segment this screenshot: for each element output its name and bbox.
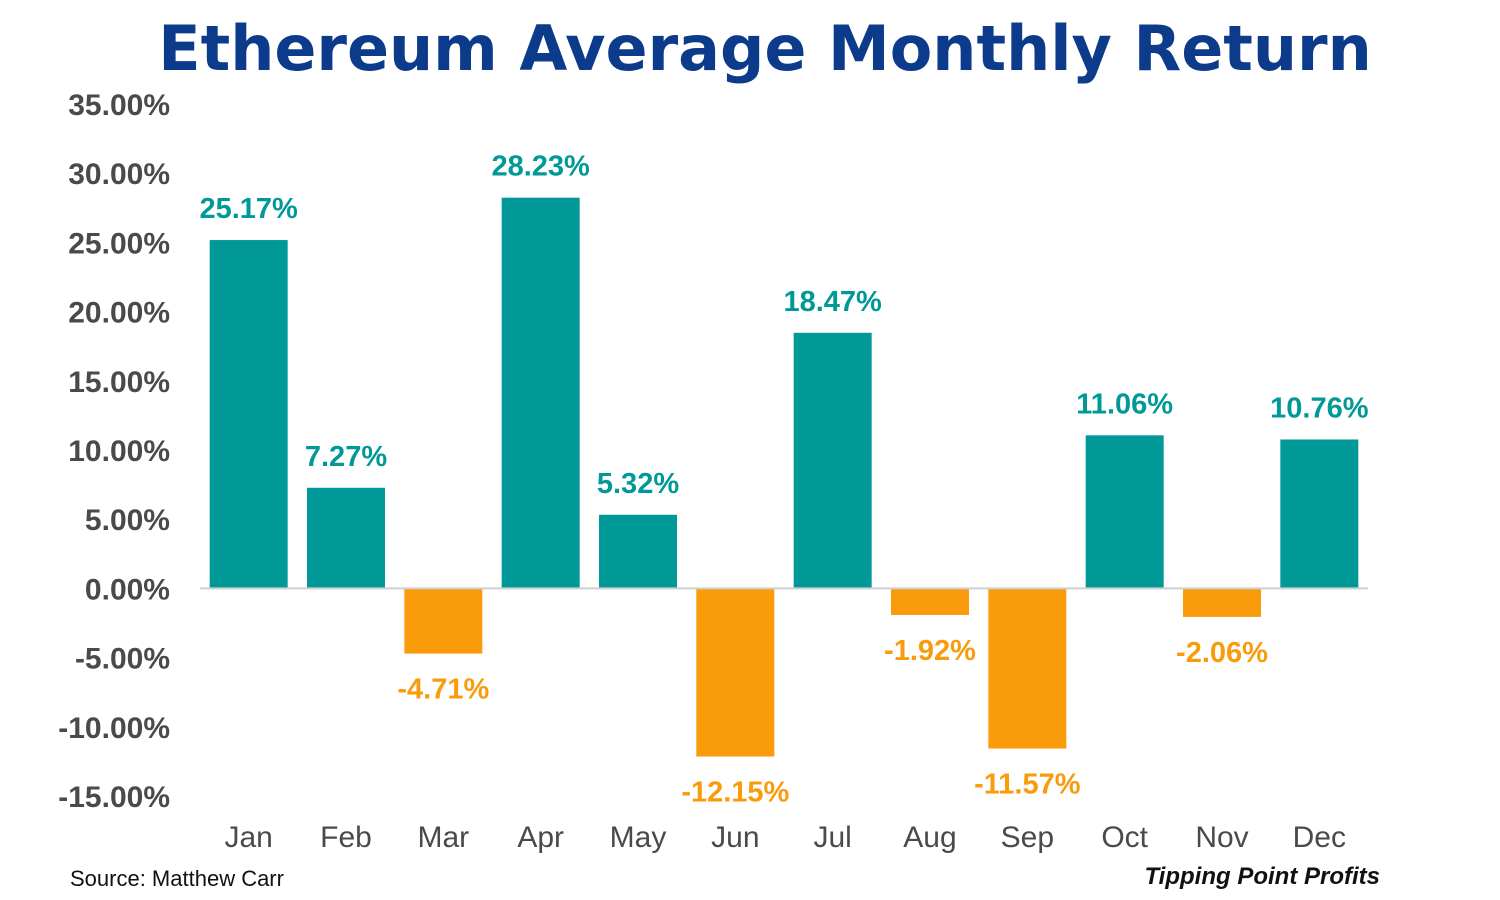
- x-tick-label: Oct: [1101, 821, 1148, 854]
- x-tick-label: Nov: [1195, 821, 1248, 854]
- x-tick-label: Jan: [224, 821, 272, 854]
- data-label: -1.92%: [884, 635, 976, 667]
- x-tick-label: Mar: [417, 821, 469, 854]
- data-label: 18.47%: [783, 286, 882, 318]
- source-note: Source: Matthew Carr: [70, 866, 284, 891]
- x-axis: Jan Feb Mar Apr May Jun Jul Aug Sep Oct Nov Dec: [224, 821, 1346, 854]
- y-axis: 35.00% 30.00% 25.00% 20.00% 15.00% 10.00% 5.00…: [58, 89, 170, 814]
- data-label: -4.71%: [397, 674, 489, 706]
- data-labels: 25.17% 7.27% -4.71% 28.23% 5.32% -12.15% 18.47…: [199, 151, 1368, 809]
- x-tick-label: Aug: [903, 821, 956, 854]
- data-label: -12.15%: [681, 777, 789, 809]
- bar-sep: [988, 588, 1067, 749]
- data-label: 11.06%: [1076, 388, 1173, 420]
- y-tick-label: 5.00%: [85, 504, 170, 537]
- x-tick-label: Jul: [813, 821, 851, 854]
- data-label: -11.57%: [974, 769, 1081, 801]
- bar-may: [599, 514, 677, 589]
- y-tick-label: 30.00%: [68, 158, 170, 191]
- data-label: 10.76%: [1270, 392, 1369, 424]
- x-tick-label: May: [610, 821, 667, 854]
- bars: [209, 197, 1359, 757]
- data-label: -2.06%: [1176, 637, 1268, 669]
- x-tick-label: Sep: [1001, 821, 1054, 854]
- bar-oct: [1085, 435, 1164, 589]
- x-tick-label: Dec: [1293, 821, 1346, 854]
- bar-jan: [209, 240, 288, 589]
- x-tick-label: Feb: [320, 821, 372, 854]
- chart-title: Ethereum Average Monthly Return: [158, 12, 1372, 85]
- bar-mar: [404, 588, 483, 654]
- bar-feb: [307, 487, 385, 589]
- x-tick-label: Jun: [711, 821, 759, 854]
- bar-jul: [793, 332, 872, 589]
- bar-apr: [501, 197, 580, 589]
- y-tick-label: 25.00%: [68, 227, 170, 260]
- bar-nov: [1183, 588, 1261, 617]
- y-tick-label: 10.00%: [68, 435, 170, 468]
- bar-aug: [891, 588, 969, 615]
- y-tick-label: 15.00%: [68, 366, 170, 399]
- data-label: 7.27%: [305, 441, 387, 473]
- y-tick-label: 0.00%: [85, 573, 170, 606]
- x-tick-label: Apr: [517, 821, 564, 854]
- brand-logo-text: Tipping Point Profits: [1144, 863, 1380, 890]
- data-label: 28.23%: [491, 151, 590, 183]
- bar-dec: [1280, 439, 1359, 589]
- data-label: 25.17%: [199, 193, 298, 225]
- data-label: 5.32%: [597, 468, 679, 500]
- y-tick-label: 35.00%: [68, 89, 170, 122]
- bar-jun: [696, 588, 775, 757]
- y-tick-label: -15.00%: [58, 781, 170, 814]
- y-tick-label: -5.00%: [75, 643, 170, 676]
- y-tick-label: 20.00%: [68, 297, 170, 330]
- y-tick-label: -10.00%: [58, 712, 170, 745]
